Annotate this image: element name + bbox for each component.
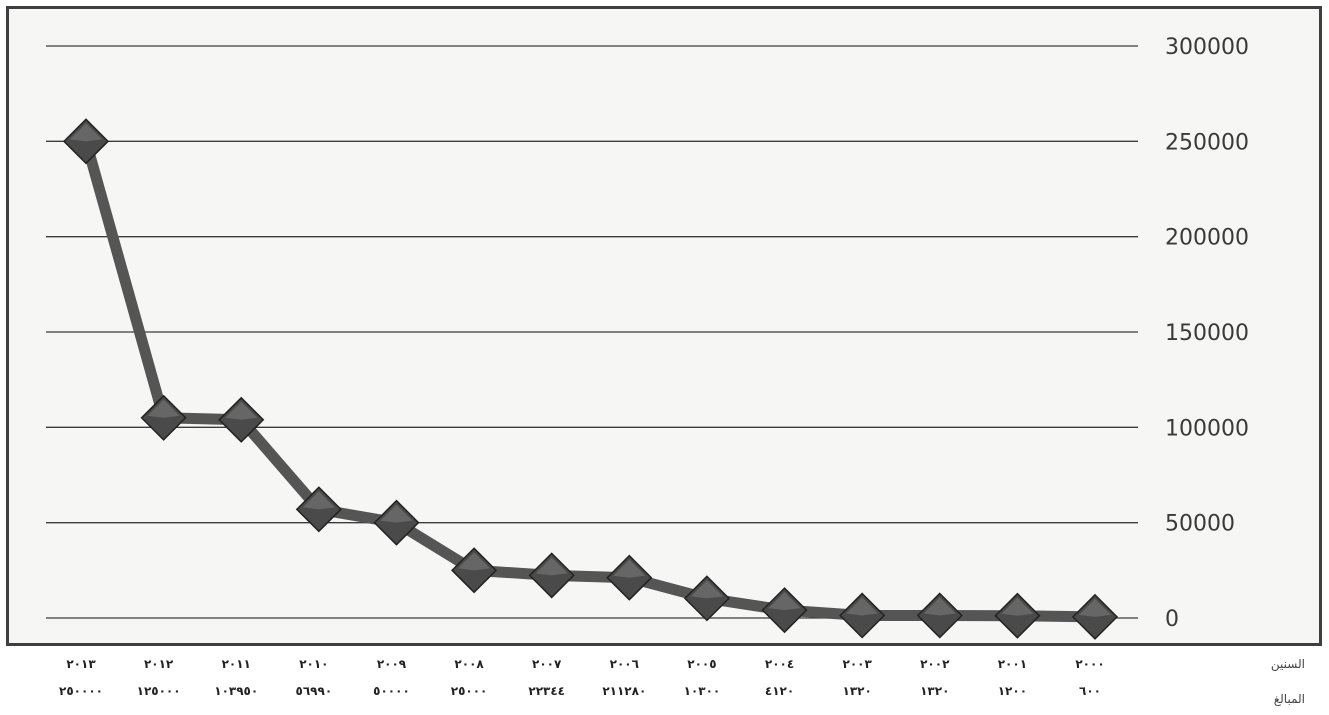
data-point-marker (606, 554, 653, 601)
x-axis-labels: ٢٠٠٠ ٦٠٠ ٢٠٠١ ١٢٠٠ ٢٠٠٢ ١٣٢٠ ٢٠٠٣ ١٣٢٠ ٢٠٠٤ ٤١٢٠ ٢… (59, 657, 1105, 698)
chart-frame (6, 6, 1322, 646)
x-category-label: ٢٠٠٣ (843, 657, 873, 671)
x-category-label: ٢٠١٠ (299, 657, 328, 671)
x-category-label: ٢٠٠٩ (377, 657, 407, 671)
x-value-label: ٦٠٠ (1079, 684, 1101, 698)
x-category-label: ٢٠١٢ (144, 657, 174, 671)
x-value-label: ٢١١٢٨٠ (602, 684, 646, 698)
marker-highlight (380, 504, 413, 523)
x-value-label: ١٠٣٩٥٠ (214, 684, 258, 698)
marker-highlight (535, 557, 568, 576)
x-category-label: ٢٠٠٨ (454, 657, 484, 671)
x-value-label: ٥٦٩٩٠ (296, 684, 333, 698)
marker-highlight (302, 491, 335, 510)
data-point-marker (218, 396, 265, 443)
y-tick-label: 0 (1165, 607, 1179, 632)
x-category-label: ٢٠٠١ (998, 657, 1027, 671)
row-label-amounts: المبالغ (1274, 692, 1305, 706)
x-category-label: ٢٠٠٠ (1075, 657, 1104, 671)
row-label-years: السنين (1271, 657, 1305, 672)
x-value-label: ١٠٣٠٠ (684, 684, 721, 698)
marker-highlight (846, 597, 879, 616)
x-value-label: ١٣٢٠ (920, 684, 949, 698)
x-value-label: ٢٥٠٠٠ (451, 684, 488, 698)
marker-highlight (225, 401, 258, 420)
x-category-label: ٢٠٠٧ (532, 657, 562, 671)
y-tick-label: 200000 (1165, 226, 1249, 251)
data-point-marker (761, 587, 808, 634)
data-markers (62, 118, 1119, 640)
x-category-label: ٢٠٠٥ (687, 657, 716, 671)
x-value-label: ١٣٢٠ (843, 684, 872, 698)
marker-highlight (70, 123, 102, 142)
x-value-label: ٢٥٠٠٠٠ (59, 684, 103, 698)
x-value-label: ١٢٥٠٠٠ (137, 684, 181, 698)
y-tick-label: 150000 (1165, 321, 1249, 346)
x-category-label: ٢٠٠٢ (920, 657, 950, 671)
data-point-marker (373, 499, 420, 546)
marker-highlight (923, 597, 956, 616)
x-category-label: ٢٠٠٤ (765, 657, 794, 671)
series-line (80, 135, 1101, 623)
gridlines (46, 45, 1138, 619)
marker-highlight (1079, 598, 1111, 617)
y-tick-label: 250000 (1165, 130, 1249, 155)
marker-highlight (1001, 597, 1034, 616)
marker-highlight (613, 559, 646, 578)
marker-highlight (768, 592, 801, 611)
y-tick-label: 100000 (1165, 416, 1249, 441)
x-category-label: ٢٠١٣ (66, 657, 96, 671)
x-value-label: ١٢٠٠ (998, 684, 1027, 698)
x-category-label: ٢٠٠٦ (610, 657, 639, 671)
x-category-label: ٢٠١١ (222, 657, 251, 671)
series-polyline (80, 135, 1101, 623)
marker-highlight (458, 552, 491, 571)
x-value-label: ٤١٢٠ (765, 684, 794, 698)
y-tick-label: 50000 (1165, 512, 1235, 537)
marker-highlight (690, 580, 723, 599)
x-value-label: ٢٢٣٤٤ (528, 684, 565, 698)
x-value-label: ٥٠٠٠٠ (373, 684, 410, 698)
marker-highlight (147, 399, 180, 418)
data-point-marker (140, 394, 187, 441)
data-point-marker (994, 592, 1041, 639)
y-axis-tick-labels: 0 50000 100000 150000 200000 250000 300000 (1165, 35, 1249, 632)
y-tick-label: 300000 (1165, 35, 1249, 60)
